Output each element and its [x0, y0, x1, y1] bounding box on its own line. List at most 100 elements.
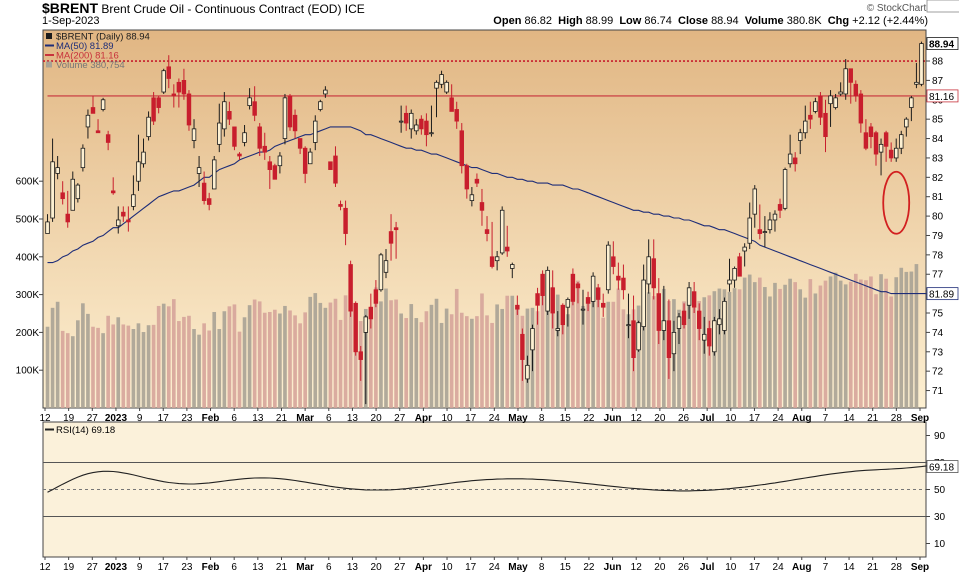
candle-body — [449, 97, 454, 112]
price-tick-label: 84 — [932, 134, 944, 145]
date-tick-label: 27 — [394, 413, 406, 424]
price-tick-label: 72 — [932, 367, 944, 378]
candle-body — [803, 120, 808, 134]
volume-tick-label: 200K — [16, 328, 40, 339]
date-tick-label: Jul — [700, 413, 715, 424]
volume-bar — [323, 307, 328, 408]
price-tick-label: 77 — [932, 270, 944, 281]
date-tick-label: 27 — [394, 562, 406, 572]
candle-body — [707, 328, 712, 347]
date-tick-label: 8 — [539, 413, 545, 424]
candle-body — [100, 99, 106, 110]
candle-body — [424, 120, 429, 136]
volume-tick-label: 100K — [16, 366, 40, 377]
candle-body — [823, 112, 828, 138]
volume-bar — [899, 267, 904, 408]
rsi-legend: RSI(14) 69.18 — [56, 425, 115, 436]
volume-bar — [500, 308, 504, 408]
candle-body — [752, 188, 757, 215]
candle-body — [196, 167, 202, 174]
volume-bar — [480, 293, 484, 408]
date-tick-label: 22 — [583, 413, 595, 424]
volume-bar — [384, 288, 388, 408]
high-value: 88.99 — [585, 15, 614, 27]
date-tick-label: Sep — [911, 413, 929, 424]
volume-value: 380.8K — [786, 15, 822, 27]
candle-body — [454, 109, 459, 122]
price-tag-box — [926, 287, 959, 301]
volume-bar — [111, 324, 116, 408]
candle-body — [611, 256, 616, 267]
date-tick-label: 28 — [891, 413, 903, 424]
price-tag-label: 81.16 — [929, 92, 954, 103]
volume-bar — [293, 315, 297, 408]
volume-bar — [454, 288, 459, 408]
candle-body — [206, 198, 212, 205]
volume-bar — [414, 318, 419, 408]
date-tick-label: 12 — [39, 413, 51, 424]
date-tick-label: 23 — [181, 413, 193, 424]
open-label: Open — [493, 15, 522, 27]
candle-body — [70, 178, 76, 211]
volume-bar — [166, 306, 171, 408]
volume-bar — [192, 328, 196, 408]
price-tick-label: 88 — [932, 57, 944, 68]
volume-bar — [732, 288, 737, 408]
candle-body — [565, 299, 571, 308]
date-tick-label: 10 — [441, 562, 453, 572]
date-tick-label: 13 — [347, 413, 359, 424]
candle-body — [161, 70, 166, 93]
price-tick-label: 78 — [932, 250, 944, 261]
candle-body — [540, 273, 545, 296]
volume-bar — [262, 312, 267, 408]
watermark: © StockCharts.com — [866, 3, 953, 14]
candle-body — [398, 120, 404, 123]
volume-bar — [273, 309, 277, 408]
candle-body — [505, 246, 510, 252]
candle-body — [904, 118, 909, 128]
date-tick-label: 21 — [867, 562, 879, 572]
volume-bar — [202, 323, 206, 408]
date-tick-label: 20 — [371, 413, 383, 424]
volume-bar — [252, 299, 257, 408]
price-tick-label: 80 — [932, 212, 944, 223]
candle-body — [818, 95, 823, 118]
symbol: $BRENT — [42, 0, 99, 16]
price-tick-label: 81 — [932, 192, 944, 203]
date-tick-label: 20 — [654, 562, 666, 572]
candle-body — [277, 155, 283, 167]
volume-bar — [353, 325, 358, 408]
date-tick-label: Jun — [604, 413, 622, 424]
volume-tag-label: 380754 — [929, 0, 959, 3]
volume-bar — [116, 317, 121, 408]
volume-bar — [783, 284, 787, 408]
date-tick-label: 17 — [465, 562, 477, 572]
candle-body — [166, 66, 171, 79]
crossover-annotation-circle — [882, 170, 911, 235]
price-tick-label: 73 — [932, 347, 944, 358]
rsi-line — [47, 463, 937, 493]
volume-bar — [298, 323, 302, 408]
volume-bar — [813, 293, 818, 408]
candle-body — [80, 147, 86, 169]
candle-body — [702, 333, 707, 341]
volume-bar — [752, 282, 757, 408]
volume-bar — [591, 295, 595, 408]
candle-body — [616, 275, 621, 281]
volume-bar — [606, 301, 611, 408]
volume-bar — [409, 304, 414, 408]
candle-body — [661, 320, 667, 331]
volume-bar — [424, 311, 429, 408]
candle-body — [843, 68, 848, 95]
candle-body — [686, 287, 692, 306]
candle-body — [252, 101, 257, 116]
candle-body — [313, 120, 318, 143]
candle-body — [499, 209, 505, 254]
volume-bar — [207, 330, 211, 408]
price-legend-swatch — [46, 33, 52, 39]
volume-bar — [611, 301, 616, 408]
volume-bar — [187, 315, 191, 408]
volume-bar — [535, 311, 540, 408]
date-tick-label: 6 — [326, 562, 332, 572]
